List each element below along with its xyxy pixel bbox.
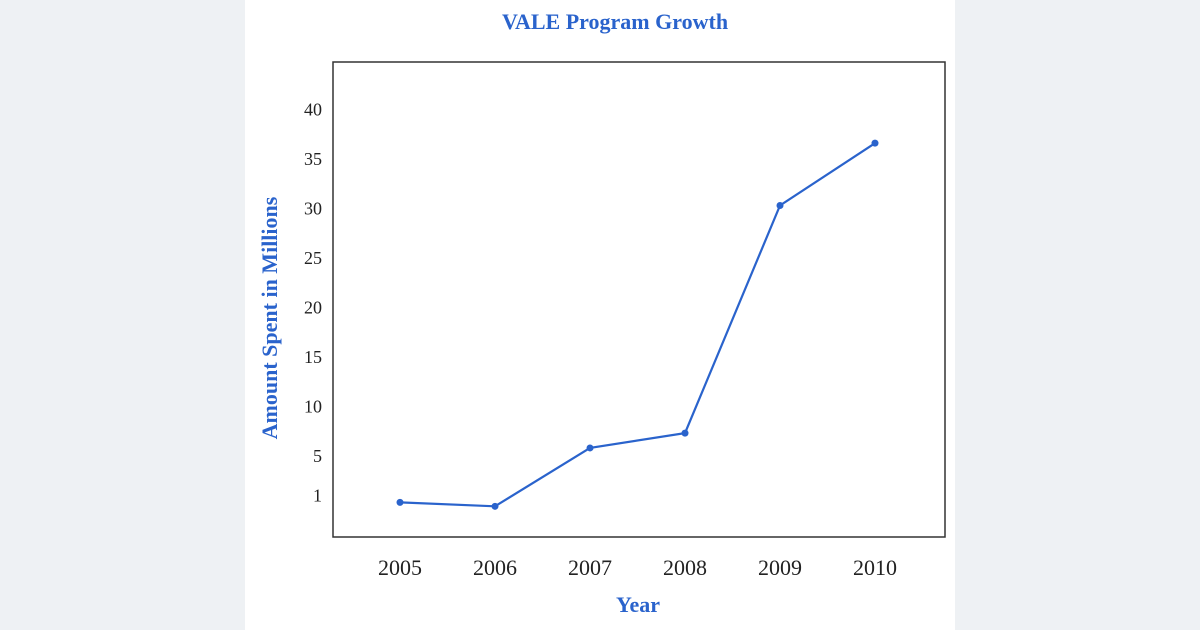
y-tick-label: 35 (304, 149, 322, 169)
data-line (399, 142, 876, 508)
x-tick-label: 2007 (568, 555, 612, 580)
x-tick-label: 2005 (378, 555, 422, 580)
y-axis-label: Amount Spent in Millions (257, 196, 282, 439)
y-tick-label: 25 (304, 248, 322, 268)
y-tick-label: 20 (304, 298, 322, 318)
data-point (681, 429, 689, 437)
plot-frame (332, 61, 946, 538)
y-tick-label: 1 (313, 486, 322, 506)
y-tick-label: 10 (304, 396, 322, 416)
data-point (396, 498, 404, 506)
x-tick-label: 2009 (758, 555, 802, 580)
chart-panel (245, 0, 955, 630)
y-tick-label: 15 (304, 347, 322, 367)
y-tick-label: 40 (304, 100, 322, 120)
data-point (491, 502, 499, 510)
x-tick-label: 2010 (853, 555, 897, 580)
x-tick-label: 2006 (473, 555, 517, 580)
x-tick-label: 2008 (663, 555, 707, 580)
data-point (586, 444, 594, 452)
y-tick-label: 5 (313, 446, 322, 466)
chart-title: VALE Program Growth (502, 9, 728, 34)
data-point (871, 139, 879, 147)
y-tick-label: 30 (304, 199, 322, 219)
x-axis-label: Year (616, 592, 660, 617)
data-point (776, 201, 784, 209)
